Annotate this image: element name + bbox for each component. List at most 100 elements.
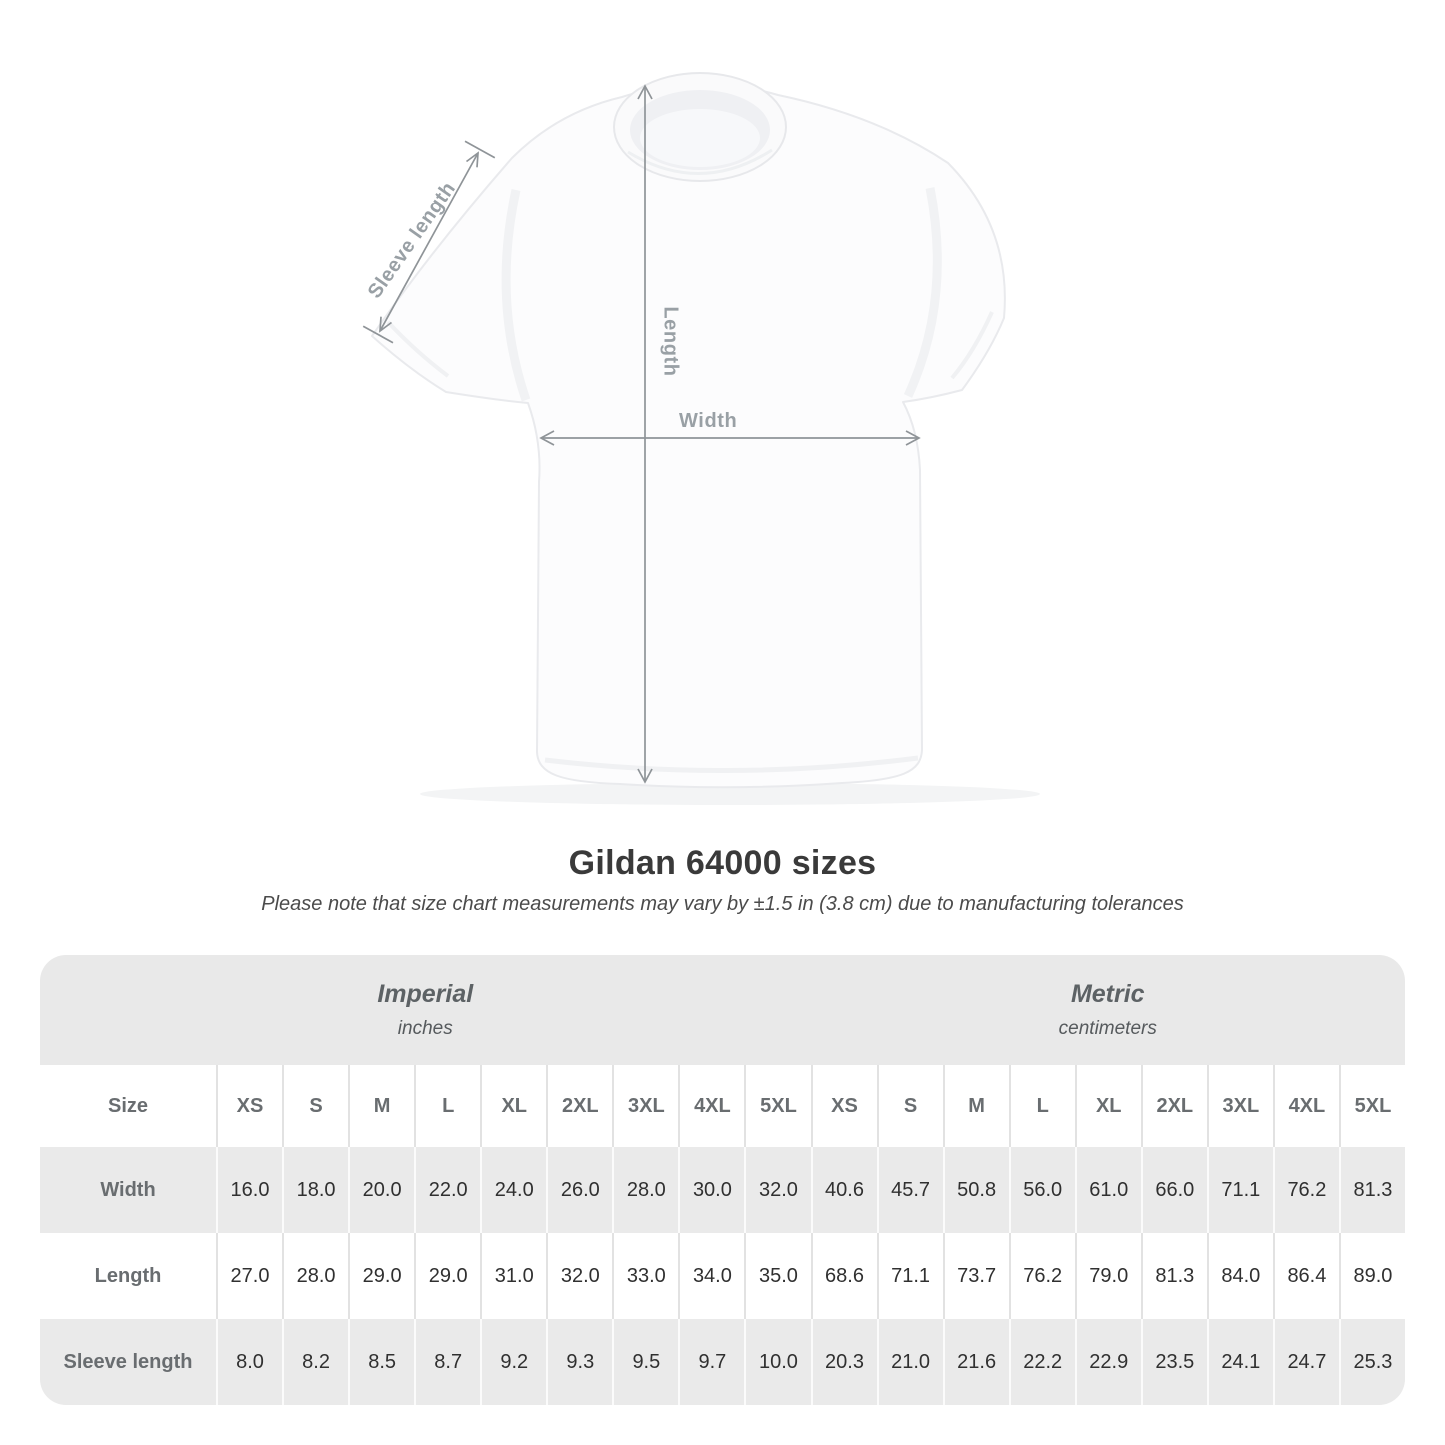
- measurement-value-imperial: 9.7: [678, 1319, 745, 1405]
- size-corner-header: Size: [40, 1065, 216, 1147]
- size-col-header-imperial: 2XL: [546, 1065, 613, 1147]
- measurement-value-metric: 22.2: [1008, 1319, 1075, 1405]
- row-label: Sleeve length: [40, 1319, 216, 1405]
- measurement-value-imperial: 27.0: [216, 1233, 283, 1319]
- collar-inner-highlight: [640, 109, 760, 167]
- imperial-header: Imperial inches: [40, 955, 811, 1065]
- right-sleeve-seam: [950, 311, 994, 380]
- size-col-header-imperial: 5XL: [744, 1065, 811, 1147]
- size-col-header-imperial: 4XL: [678, 1065, 745, 1147]
- measurement-value-metric: 71.1: [1206, 1147, 1273, 1233]
- measurement-value-imperial: 35.0: [744, 1233, 811, 1319]
- measurement-value-metric: 66.0: [1140, 1147, 1207, 1233]
- measurement-value-metric: 22.9: [1074, 1319, 1141, 1405]
- measurement-value-imperial: 20.0: [348, 1147, 415, 1233]
- measurement-value-imperial: 9.5: [612, 1319, 679, 1405]
- measurement-value-imperial: 22.0: [414, 1147, 481, 1233]
- measurement-value-imperial: 29.0: [414, 1233, 481, 1319]
- measurement-value-imperial: 26.0: [546, 1147, 613, 1233]
- metric-header: Metric centimeters: [811, 955, 1405, 1065]
- measurement-value-metric: 81.3: [1338, 1147, 1405, 1233]
- size-col-header-metric: S: [876, 1065, 943, 1147]
- size-col-header-metric: 2XL: [1140, 1065, 1207, 1147]
- metric-unit: centimeters: [1058, 1018, 1157, 1039]
- measurement-value-imperial: 32.0: [546, 1233, 613, 1319]
- size-table-card: Imperial inches Metric centimeters Size X…: [40, 955, 1405, 1405]
- measurement-value-imperial: 10.0: [744, 1319, 811, 1405]
- measurement-value-metric: 61.0: [1074, 1147, 1141, 1233]
- measurement-value-imperial: 9.2: [480, 1319, 547, 1405]
- size-col-header-metric: 4XL: [1272, 1065, 1339, 1147]
- measurement-value-metric: 20.3: [810, 1319, 877, 1405]
- shirt-ground-shadow: [420, 783, 1040, 805]
- size-col-header-imperial: XL: [480, 1065, 547, 1147]
- measurement-value-imperial: 8.5: [348, 1319, 415, 1405]
- measurement-value-imperial: 32.0: [744, 1147, 811, 1233]
- measurement-value-metric: 81.3: [1140, 1233, 1207, 1319]
- row-label: Width: [40, 1147, 216, 1233]
- measurement-value-imperial: 28.0: [612, 1147, 679, 1233]
- size-col-header-imperial: L: [414, 1065, 481, 1147]
- measurement-value-metric: 89.0: [1338, 1233, 1405, 1319]
- right-armpit-crease: [903, 187, 942, 398]
- size-col-header-imperial: XS: [216, 1065, 283, 1147]
- measurement-value-imperial: 16.0: [216, 1147, 283, 1233]
- size-col-header-metric: M: [942, 1065, 1009, 1147]
- measurement-value-imperial: 9.3: [546, 1319, 613, 1405]
- measurement-value-imperial: 31.0: [480, 1233, 547, 1319]
- measurement-value-metric: 56.0: [1008, 1147, 1075, 1233]
- measurement-value-imperial: 18.0: [282, 1147, 349, 1233]
- tshirt-shape: [371, 82, 1006, 789]
- measurement-value-metric: 86.4: [1272, 1233, 1339, 1319]
- width-arrow: [539, 430, 921, 446]
- measurement-value-metric: 23.5: [1140, 1319, 1207, 1405]
- page-title: Gildan 64000 sizes: [568, 844, 877, 882]
- tolerance-note: Please note that size chart measurements…: [261, 893, 1184, 915]
- measurement-value-metric: 21.0: [876, 1319, 943, 1405]
- tshirt-size-diagram: Sleeve length Length Width: [362, 72, 1040, 805]
- measurement-value-metric: 45.7: [876, 1147, 943, 1233]
- measurement-value-metric: 84.0: [1206, 1233, 1273, 1319]
- measurement-value-imperial: 8.0: [216, 1319, 283, 1405]
- measurement-value-metric: 68.6: [810, 1233, 877, 1319]
- measurement-value-metric: 25.3: [1338, 1319, 1405, 1405]
- measurement-value-imperial: 34.0: [678, 1233, 745, 1319]
- size-col-header-imperial: 3XL: [612, 1065, 679, 1147]
- measurement-value-metric: 40.6: [810, 1147, 877, 1233]
- measurement-value-metric: 76.2: [1272, 1147, 1339, 1233]
- measurement-value-metric: 24.7: [1272, 1319, 1339, 1405]
- size-grid: Size XS S M L XL 2XL 3XL 4XL 5XL XS S M L XL 2XL 3XL 4XL 5…: [40, 1065, 1405, 1405]
- tshirt-diagram-graphic: [362, 72, 1040, 805]
- measurement-value-metric: 71.1: [876, 1233, 943, 1319]
- hem-seam: [544, 755, 919, 773]
- left-armpit-crease: [501, 189, 531, 402]
- measurement-value-imperial: 33.0: [612, 1233, 679, 1319]
- length-label: Length: [659, 306, 682, 377]
- title-block: Gildan 64000 sizes Please note that size…: [0, 844, 1445, 916]
- width-label: Width: [679, 410, 738, 432]
- size-col-header-metric: L: [1008, 1065, 1075, 1147]
- size-col-header-metric: 5XL: [1338, 1065, 1405, 1147]
- measurement-value-metric: 24.1: [1206, 1319, 1273, 1405]
- measurement-value-imperial: 29.0: [348, 1233, 415, 1319]
- measurement-value-metric: 21.6: [942, 1319, 1009, 1405]
- size-col-header-metric: XL: [1074, 1065, 1141, 1147]
- measurement-value-imperial: 8.7: [414, 1319, 481, 1405]
- imperial-title: Imperial: [377, 980, 474, 1008]
- sleeve-length-arrow: [362, 140, 496, 344]
- size-col-header-imperial: M: [348, 1065, 415, 1147]
- size-col-header-metric: 3XL: [1206, 1065, 1273, 1147]
- row-label: Length: [40, 1233, 216, 1319]
- measurement-value-imperial: 24.0: [480, 1147, 547, 1233]
- length-arrow: [637, 84, 653, 784]
- measurement-value-metric: 50.8: [942, 1147, 1009, 1233]
- measurement-value-metric: 76.2: [1008, 1233, 1075, 1319]
- unit-group-header: Imperial inches Metric centimeters: [40, 955, 1405, 1065]
- measurement-value-imperial: 8.2: [282, 1319, 349, 1405]
- left-sleeve-seam: [386, 320, 450, 378]
- measurement-value-metric: 73.7: [942, 1233, 1009, 1319]
- metric-title: Metric: [1070, 980, 1145, 1008]
- size-col-header-metric: XS: [810, 1065, 877, 1147]
- imperial-unit: inches: [397, 1018, 453, 1039]
- measurement-value-metric: 79.0: [1074, 1233, 1141, 1319]
